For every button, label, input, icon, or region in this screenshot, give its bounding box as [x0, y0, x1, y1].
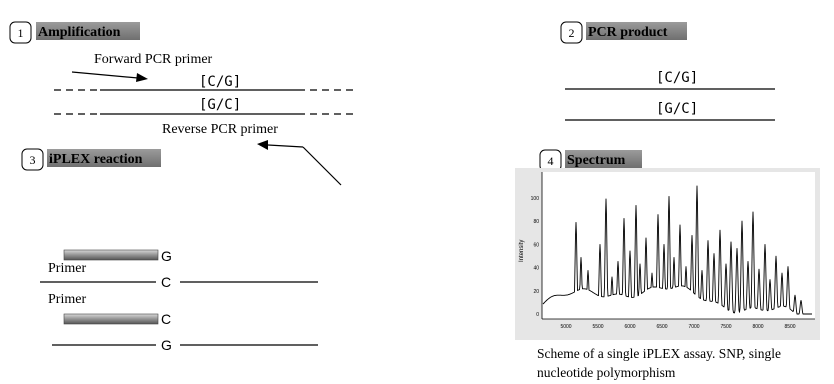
reverse-primer-tail [302, 146, 342, 186]
panel-title: Spectrum [567, 153, 626, 168]
spectrum-y-tick-label: 20 [533, 289, 539, 295]
panel-number: 2 [569, 26, 575, 40]
panel-number-badge [21, 148, 44, 171]
spectrum-y-tick-label: 0 [536, 312, 539, 318]
spectrum-x-tick-label: 5500 [592, 324, 603, 330]
spectrum-x-tick-label: 6500 [656, 324, 667, 330]
panel-amplification: 1 Amplification Forward PCR primer [C/G]… [9, 21, 354, 186]
primer-extension-base: C [161, 311, 171, 327]
primer-bar [63, 313, 159, 325]
primer-label: Primer [48, 261, 86, 276]
reverse-primer-arrowhead [257, 140, 268, 150]
template-base: C [161, 274, 171, 290]
panel-number: 1 [18, 26, 24, 40]
reverse-primer-label: Reverse PCR primer [162, 122, 278, 137]
spectrum-plot-area [542, 172, 815, 319]
panel-number-badge [9, 21, 32, 44]
spectrum-x-tick-label: 6000 [624, 324, 635, 330]
spectrum-y-ticks: 100 80 60 40 20 0 [531, 196, 540, 318]
panel-number: 3 [30, 153, 36, 167]
panel-title: PCR product [588, 25, 668, 40]
panel-title: Amplification [38, 25, 121, 40]
top-strand-allele: [C/G] [199, 74, 241, 90]
template-base: G [161, 337, 172, 353]
panel-iplex-reaction: 3 iPLEX reaction G Primer C Primer C G [21, 148, 318, 353]
spectrum-y-tick-label: 60 [533, 242, 539, 248]
panel-title-highlight [47, 149, 161, 167]
panel-title-highlight [586, 22, 687, 40]
reverse-primer-arrow [267, 144, 304, 148]
panel-title: iPLEX reaction [49, 152, 143, 167]
primer-extension-base: G [161, 248, 172, 264]
forward-primer-arrowhead [136, 73, 148, 82]
panel-title-highlight [565, 150, 642, 168]
spectrum-x-ticks: 5000 5500 6000 6500 7000 7500 8000 8500 [560, 324, 795, 330]
spectrum-x-tick-label: 7000 [688, 324, 699, 330]
product-top-allele: [C/G] [656, 70, 698, 86]
spectrum-x-tick-label: 8000 [752, 324, 763, 330]
bottom-strand-allele: [G/C] [199, 97, 241, 113]
panel-number: 4 [548, 154, 554, 168]
spectrum-x-tick-label: 8500 [784, 324, 795, 330]
spectrum-trace [542, 185, 812, 315]
spectrum-y-tick-label: 100 [531, 196, 540, 202]
panel-spectrum: 4 Spectrum Intensity 100 80 60 40 20 0 5000 55… [515, 149, 820, 340]
panel-number-badge [560, 21, 583, 44]
figure-caption: Scheme of a single iPLEX assay. SNP, sin… [537, 346, 781, 380]
panel-title-highlight [36, 22, 140, 40]
primer-label: Primer [48, 292, 86, 307]
forward-primer-label: Forward PCR primer [94, 52, 213, 67]
spectrum-y-tick-label: 80 [533, 219, 539, 225]
product-bottom-allele: [G/C] [656, 101, 698, 117]
panel-pcr-product: 2 PCR product [C/G] [G/C] [560, 21, 775, 121]
spectrum-y-tick-label: 40 [533, 266, 539, 272]
spectrum-x-tick-label: 7500 [720, 324, 731, 330]
spectrum-y-axis-label: Intensity [519, 240, 525, 262]
primer-bar [63, 249, 159, 261]
forward-primer-arrow [71, 71, 139, 79]
spectrum-x-tick-label: 5000 [560, 324, 571, 330]
